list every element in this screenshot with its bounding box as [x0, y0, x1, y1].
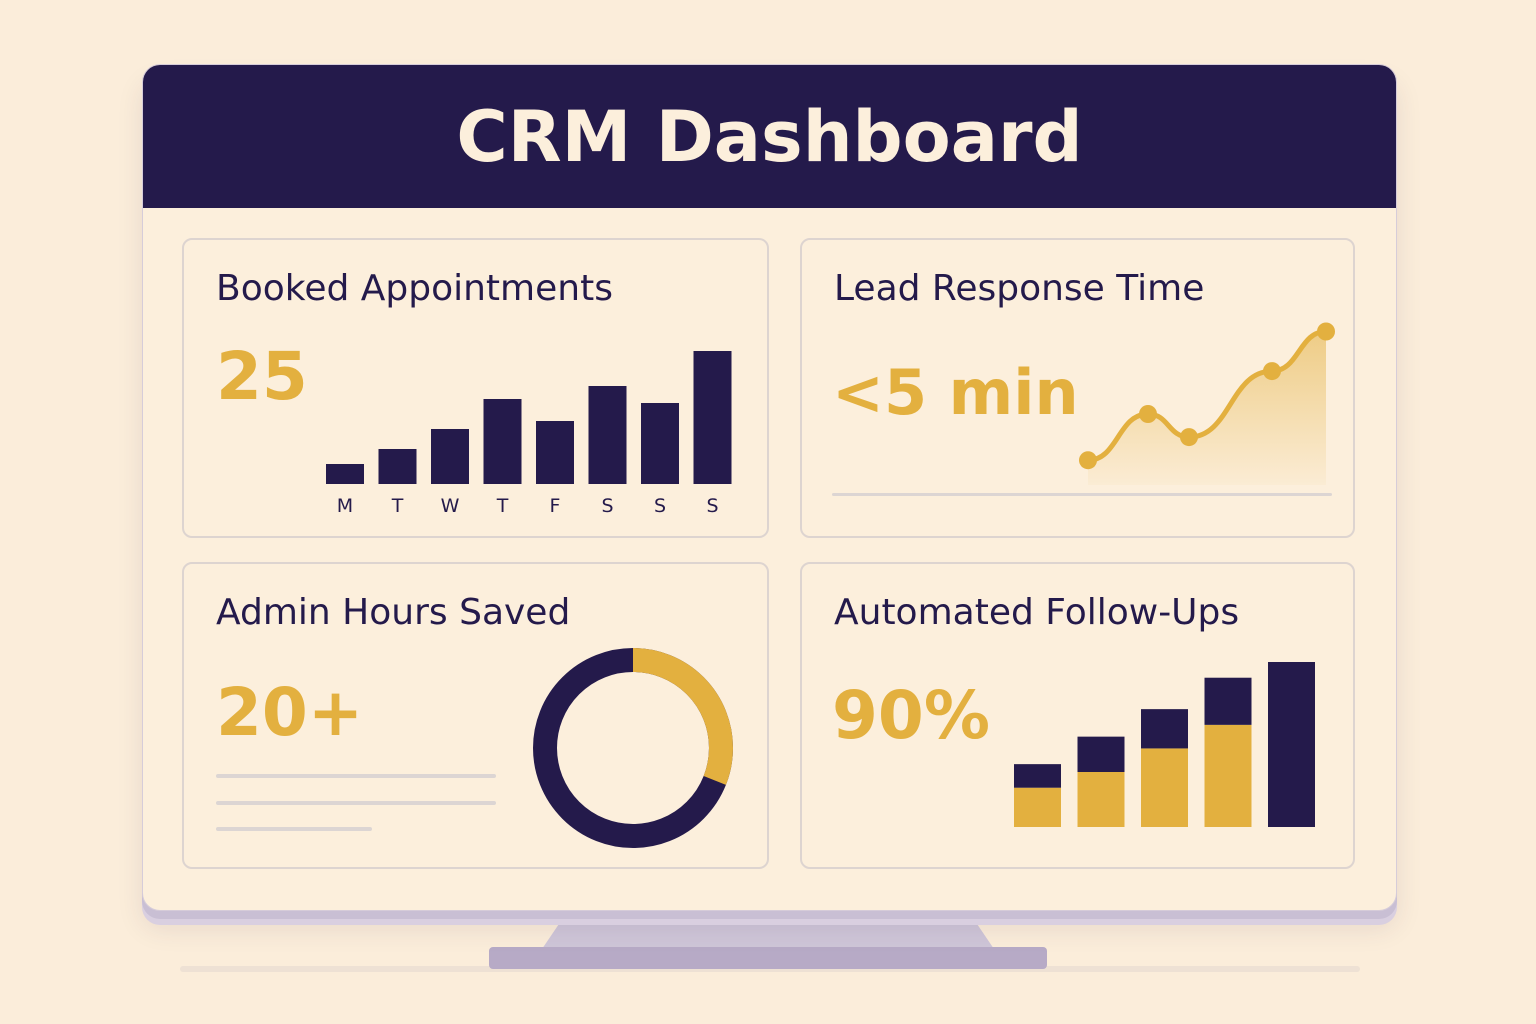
follow-ups-bar-segment [1204, 677, 1252, 725]
appointments-bar [326, 464, 364, 484]
follow-ups-bar-segment [1014, 787, 1061, 827]
automated-follow-ups-card[interactable]: Automated Follow-Ups 90% [800, 562, 1355, 869]
appointments-bar [588, 386, 627, 484]
floor-shadow [180, 966, 1360, 972]
lead-response-time-value: <5 min [832, 356, 1079, 429]
booked-appointments-title: Booked Appointments [216, 268, 613, 309]
appointments-day-label: S [654, 495, 666, 517]
booked-appointments-value: 25 [216, 338, 308, 415]
appointments-day-label: T [496, 495, 509, 517]
automated-follow-ups-title: Automated Follow-Ups [834, 592, 1240, 633]
response-point [1263, 362, 1281, 381]
follow-ups-bar-segment [1204, 724, 1252, 827]
admin-hours-donut-chart [533, 648, 733, 848]
monitor-stand-neck [542, 909, 994, 949]
placeholder-line [216, 774, 496, 778]
lead-response-time-card[interactable]: Lead Response Time <5 min [800, 238, 1355, 538]
appointments-day-label: T [391, 495, 404, 517]
follow-ups-bar-segment [1014, 764, 1061, 788]
response-point [1139, 405, 1157, 423]
follow-ups-bar-segment [1141, 748, 1188, 827]
follow-ups-bar-segment [1077, 736, 1125, 772]
admin-hours-saved-title: Admin Hours Saved [216, 592, 571, 633]
response-point [1079, 451, 1097, 470]
page-title: CRM Dashboard [456, 95, 1083, 178]
appointments-day-label: M [337, 495, 353, 517]
chart-baseline [832, 493, 1332, 496]
admin-hours-saved-value: 20+ [216, 674, 364, 751]
response-point [1180, 428, 1198, 447]
monitor-screen: CRM Dashboard Booked Appointments 25 M T W… [142, 64, 1397, 911]
response-area-fill [1088, 331, 1326, 485]
appointments-bar [378, 449, 417, 484]
follow-ups-bar-segment [1077, 772, 1125, 827]
donut-segment-gold [533, 648, 733, 848]
appointments-day-label: F [550, 495, 561, 517]
appointments-bar [483, 399, 522, 484]
follow-ups-bar-segment [1268, 662, 1315, 827]
automated-follow-ups-stacked-bar-chart [1014, 662, 1315, 827]
appointments-bar [536, 421, 574, 484]
appointments-day-label: S [601, 495, 613, 517]
monitor-stand-base [489, 947, 1047, 969]
appointments-day-label: S [706, 495, 718, 517]
appointments-bar [693, 351, 732, 484]
placeholder-line [216, 827, 372, 831]
admin-hours-saved-card[interactable]: Admin Hours Saved 20+ [182, 562, 769, 869]
automated-follow-ups-value: 90% [832, 677, 990, 754]
response-point [1317, 322, 1335, 341]
appointments-bar [641, 403, 679, 484]
booked-appointments-card[interactable]: Booked Appointments 25 M T W T F S S S [182, 238, 769, 538]
appointments-bar [431, 429, 469, 484]
follow-ups-bar-segment [1141, 709, 1188, 749]
placeholder-line [216, 801, 496, 805]
appointments-day-label: W [441, 495, 460, 517]
lead-response-time-area-chart [1079, 322, 1335, 485]
dashboard-header: CRM Dashboard [143, 65, 1396, 208]
lead-response-time-title: Lead Response Time [834, 268, 1205, 309]
